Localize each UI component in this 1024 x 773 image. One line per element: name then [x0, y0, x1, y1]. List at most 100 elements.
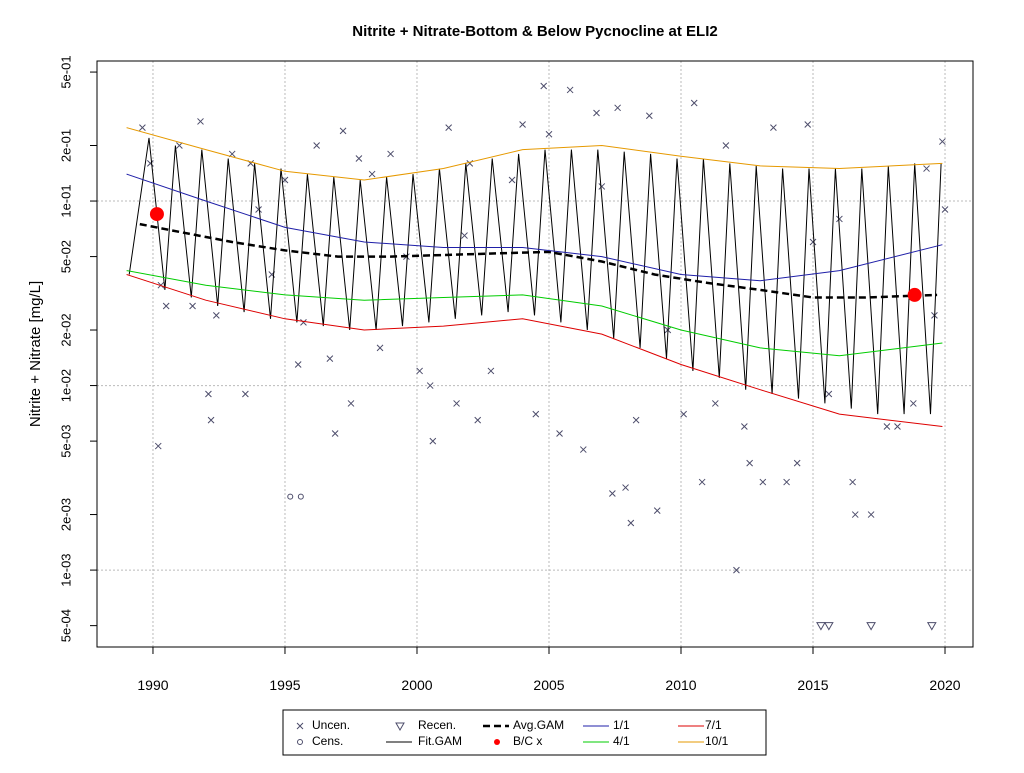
- x-marker: [368, 170, 376, 178]
- x-marker: [894, 423, 901, 430]
- legend-marker: [297, 739, 303, 745]
- circle-marker: [297, 493, 304, 500]
- y-tick-label: 1e-01: [58, 184, 73, 217]
- triangle-marker: [866, 622, 876, 631]
- x-marker: [347, 400, 355, 407]
- x-marker: [598, 183, 606, 190]
- y-tick-label: 1e-03: [58, 553, 73, 586]
- x-marker: [759, 478, 767, 486]
- circle-marker: [287, 493, 294, 500]
- x-marker: [770, 124, 777, 131]
- x-tick-label: 2010: [665, 677, 696, 693]
- x-tick-label: 2000: [401, 677, 432, 693]
- legend-label: 1/1: [613, 718, 630, 732]
- x-marker: [849, 478, 856, 486]
- x-marker: [609, 490, 616, 497]
- x-marker: [793, 459, 801, 467]
- x-marker: [825, 390, 833, 398]
- legend-label: Fit.GAM: [418, 734, 462, 748]
- x-marker: [487, 367, 495, 375]
- chart-title: Nitrite + Nitrate-Bottom & Below Pycnocl…: [352, 23, 717, 40]
- y-tick-label: 5e-03: [58, 424, 73, 457]
- x-marker: [627, 519, 635, 527]
- x-marker: [387, 150, 394, 158]
- x-marker: [339, 127, 347, 135]
- x-marker: [189, 302, 196, 310]
- x-marker: [197, 118, 204, 125]
- x-marker: [139, 124, 146, 131]
- y-tick-label: 2e-02: [58, 313, 73, 346]
- x-tick-label: 2005: [533, 677, 564, 693]
- x-marker: [545, 130, 553, 138]
- x-marker: [593, 109, 600, 117]
- x-marker: [711, 400, 719, 407]
- x-marker: [416, 367, 423, 375]
- x-marker: [453, 400, 460, 407]
- x-marker: [909, 400, 917, 407]
- x-marker: [556, 430, 563, 437]
- x-marker: [519, 121, 526, 128]
- x-marker: [532, 410, 540, 418]
- legend-label: Avg.GAM: [513, 718, 564, 732]
- triangle-marker: [816, 622, 826, 631]
- x-marker: [653, 507, 661, 514]
- dot-marker: [149, 207, 164, 222]
- series-line: [126, 173, 943, 282]
- x-tick-label: 2020: [929, 677, 960, 693]
- x-marker: [883, 423, 891, 430]
- x-marker: [579, 446, 587, 453]
- x-marker: [540, 82, 548, 90]
- x-marker: [722, 142, 730, 149]
- x-marker: [162, 302, 170, 310]
- x-marker: [746, 459, 753, 467]
- x-marker: [426, 382, 434, 389]
- y-tick-label: 5e-01: [58, 55, 73, 88]
- x-marker: [733, 566, 740, 574]
- legend-label: Cens.: [312, 734, 343, 748]
- x-marker: [331, 430, 339, 437]
- x-marker: [614, 104, 621, 112]
- x-marker: [294, 361, 302, 368]
- x-tick-label: 2015: [797, 677, 828, 693]
- x-marker: [867, 511, 875, 518]
- legend-label: Uncen.: [312, 718, 350, 732]
- x-tick-label: 1990: [137, 677, 168, 693]
- x-marker: [741, 423, 748, 430]
- series-line: [126, 274, 943, 427]
- y-tick-label: 1e-02: [58, 369, 73, 402]
- dot-marker: [907, 287, 922, 302]
- legend-label: B/C x: [513, 734, 542, 748]
- series-line: [126, 270, 943, 357]
- x-marker: [622, 484, 629, 491]
- y-axis-label: Nitrite + Nitrate [mg/L]: [27, 281, 44, 427]
- x-marker: [205, 390, 212, 398]
- legend-label: 4/1: [613, 734, 630, 748]
- legend-label: Recen.: [418, 718, 456, 732]
- x-marker: [804, 121, 812, 128]
- legend-marker: [296, 722, 304, 730]
- legend-dot: [494, 739, 500, 745]
- y-tick-label: 2e-01: [58, 129, 73, 162]
- x-marker: [632, 416, 640, 424]
- x-marker: [176, 142, 183, 149]
- x-marker: [207, 416, 215, 424]
- x-marker: [508, 176, 516, 184]
- legend-box: [282, 709, 767, 756]
- x-marker: [566, 86, 574, 94]
- series-line: [139, 222, 938, 299]
- y-tick-label: 5e-04: [58, 609, 73, 642]
- y-tick-label: 2e-03: [58, 498, 73, 531]
- x-marker: [242, 390, 249, 398]
- x-marker: [429, 437, 437, 445]
- x-marker: [255, 206, 262, 213]
- x-marker: [783, 478, 790, 486]
- x-marker: [809, 238, 817, 246]
- x-marker: [851, 511, 859, 518]
- triangle-marker: [823, 622, 834, 631]
- y-tick-label: 5e-02: [58, 240, 73, 273]
- x-marker: [326, 355, 334, 362]
- triangle-marker: [926, 622, 937, 631]
- x-marker: [698, 478, 706, 486]
